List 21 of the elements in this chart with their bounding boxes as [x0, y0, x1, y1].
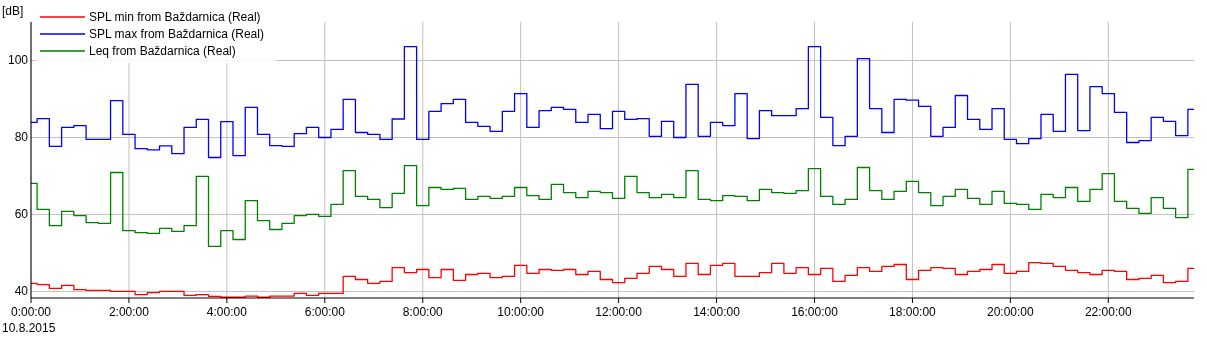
- x-tick-label: 6:00:00: [304, 305, 346, 319]
- x-tick-label: 22:00:00: [1084, 305, 1132, 319]
- text: 10.8.2015: [2, 321, 56, 335]
- x-tick-label: 2:00:00: [108, 305, 150, 319]
- x-tick-label: 8:00:00: [402, 305, 444, 319]
- legend-label: Leq from Baždarnica (Real): [89, 44, 236, 58]
- legend-label: SPL max from Baždarnica (Real): [89, 27, 264, 41]
- x-tick-label: 0:00:00: [10, 305, 52, 319]
- y-tick-label: 100: [7, 53, 29, 68]
- x-tick-label: 12:00:00: [595, 305, 643, 319]
- y-tick-label: 40: [14, 284, 29, 299]
- x-tick-label: 20:00:00: [987, 305, 1035, 319]
- y-axis-title: [dB]: [2, 4, 24, 18]
- legend-label: SPL min from Baždarnica (Real): [89, 10, 261, 24]
- x-tick-label: 18:00:00: [889, 305, 937, 319]
- x-tick-label: 4:00:00: [206, 305, 248, 319]
- y-tick-label: 80: [14, 130, 29, 145]
- x-tick-label: 10:00:00: [497, 305, 545, 319]
- x-tick-label: 16:00:00: [791, 305, 839, 319]
- y-tick-label: 60: [14, 207, 29, 222]
- x-tick-label: 14:00:00: [693, 305, 741, 319]
